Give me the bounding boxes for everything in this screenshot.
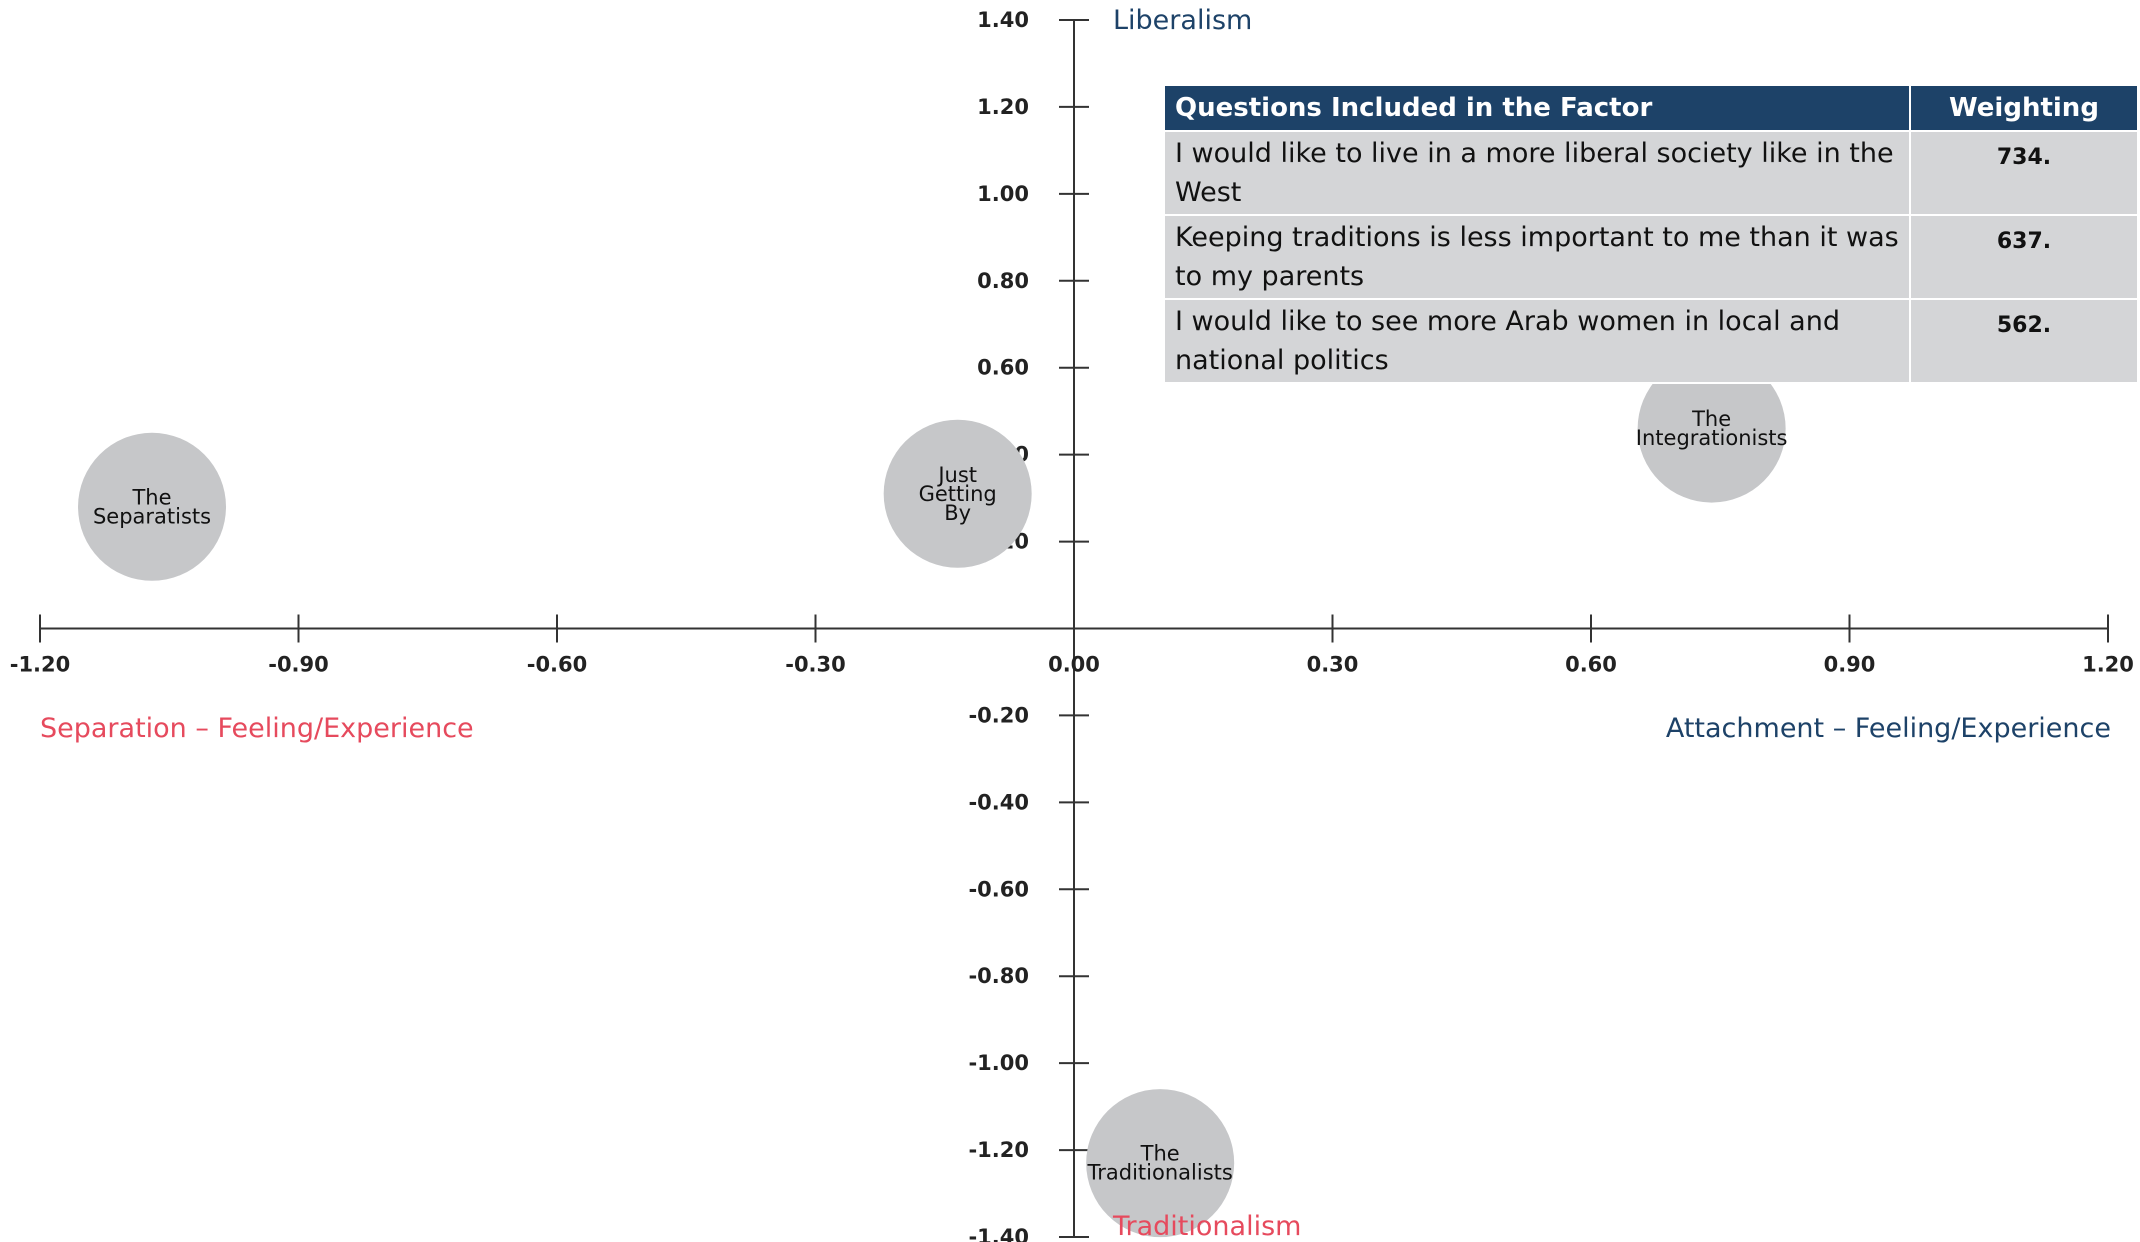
y-tick-label: 0.80 xyxy=(977,269,1029,293)
weighting-cell: 734. xyxy=(1910,131,2138,215)
question-cell: I would like to see more Arab women in l… xyxy=(1164,299,1910,383)
table-row: Keeping traditions is less important to … xyxy=(1164,215,2138,299)
x-tick-label: 0.60 xyxy=(1565,653,1617,677)
weighting-cell: 562. xyxy=(1910,299,2138,383)
y-tick-label: 0.60 xyxy=(977,356,1029,380)
questions-header: Questions Included in the Factor xyxy=(1164,85,1910,131)
bubble-label: Integrationists xyxy=(1636,426,1788,450)
x-tick-label: 0.30 xyxy=(1307,653,1359,677)
question-cell: I would like to live in a more liberal s… xyxy=(1164,131,1910,215)
y-tick-label: 1.20 xyxy=(977,95,1029,119)
y-axis-title-top: Liberalism xyxy=(1113,5,1252,36)
x-tick-label: -0.60 xyxy=(527,653,588,677)
bubble-label: Traditionalists xyxy=(1087,1161,1233,1185)
x-tick-label: -0.30 xyxy=(785,653,846,677)
y-tick-label: -0.60 xyxy=(968,877,1029,901)
x-tick-label: -0.90 xyxy=(268,653,329,677)
weighting-cell: 637. xyxy=(1910,215,2138,299)
table-header-row: Questions Included in the Factor Weighti… xyxy=(1164,85,2138,131)
x-axis-title-left: Separation – Feeling/Experience xyxy=(40,713,474,744)
y-tick-label: -1.40 xyxy=(968,1225,1029,1242)
bubble-label: Separatists xyxy=(93,504,211,528)
y-tick-label: -0.20 xyxy=(968,703,1029,727)
question-cell: Keeping traditions is less important to … xyxy=(1164,215,1910,299)
table-row: I would like to live in a more liberal s… xyxy=(1164,131,2138,215)
y-tick-label: 1.40 xyxy=(977,8,1029,32)
y-tick-label: -0.80 xyxy=(968,964,1029,988)
x-axis-title-right: Attachment – Feeling/Experience xyxy=(1666,713,2111,744)
y-tick-label: -0.40 xyxy=(968,790,1029,814)
factor-table: Questions Included in the Factor Weighti… xyxy=(1163,84,2139,384)
x-tick-label: -1.20 xyxy=(10,653,71,677)
y-axis-title-bottom: Traditionalism xyxy=(1112,1211,1301,1242)
weighting-header: Weighting xyxy=(1910,85,2138,131)
x-tick-label: 0.00 xyxy=(1048,653,1100,677)
y-tick-label: 1.00 xyxy=(977,182,1029,206)
bubble-label: By xyxy=(944,501,971,525)
y-tick-label: -1.20 xyxy=(968,1138,1029,1162)
table-row: I would like to see more Arab women in l… xyxy=(1164,299,2138,383)
x-tick-label: 0.90 xyxy=(1824,653,1876,677)
y-tick-label: -1.00 xyxy=(968,1051,1029,1075)
x-tick-label: 1.20 xyxy=(2082,653,2134,677)
